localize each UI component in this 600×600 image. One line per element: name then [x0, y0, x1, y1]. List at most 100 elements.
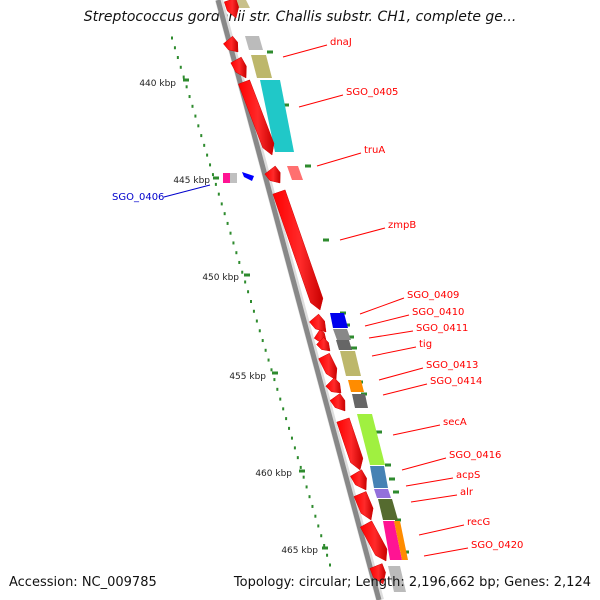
ruler-tick-label: 450 kbp	[202, 273, 239, 283]
cog-box-15	[378, 499, 398, 520]
gene-label-dnaj[interactable]: dnaJ	[330, 37, 352, 48]
ruler-dot	[217, 192, 220, 196]
gene-arrows[interactable]	[223, 0, 388, 585]
ruler-dot	[206, 153, 209, 157]
gene-label-acps[interactable]: acpS	[456, 470, 480, 481]
ruler-dot	[282, 407, 285, 411]
gene-leader-line	[423, 547, 469, 557]
ruler-dot	[267, 358, 270, 362]
ruler-dot	[223, 212, 226, 216]
ruler-dot	[276, 387, 279, 391]
ruler-dot	[258, 329, 261, 333]
ruler-dot	[293, 446, 296, 450]
cog-box-8	[336, 340, 352, 350]
ruler-dot	[317, 524, 320, 528]
ruler-dot	[171, 36, 173, 40]
ruler-dot	[320, 534, 323, 538]
gene-arrow[interactable]	[223, 35, 239, 53]
gene-leader-line	[316, 152, 362, 167]
ruler-dot	[238, 260, 241, 264]
gene-arrow[interactable]	[353, 491, 374, 521]
gene-label-sgo-0405[interactable]: SGO_0405	[346, 87, 398, 98]
gene-arrow[interactable]	[309, 313, 327, 333]
gene-arrow[interactable]	[359, 520, 388, 562]
ruler-dot	[226, 221, 229, 225]
cog-box-6	[330, 313, 348, 328]
cog-box-12	[357, 414, 385, 465]
gene-leader-line	[371, 346, 417, 357]
ruler-dot	[211, 173, 214, 177]
gene-label-seca[interactable]: secA	[443, 417, 467, 428]
ruler-dot	[182, 75, 185, 79]
gene-label-sgo-0411[interactable]: SGO_0411	[416, 323, 468, 334]
gene-label-sgo-0414[interactable]: SGO_0414	[430, 376, 482, 387]
genome-summary-text: Topology: circular; Length: 2,196,662 bp…	[233, 575, 591, 590]
gene-arrow[interactable]	[223, 0, 239, 19]
cog-box-13	[370, 466, 388, 488]
cog-box-5	[287, 166, 303, 180]
gene-label-sgo-0420[interactable]: SGO_0420	[471, 540, 523, 551]
gene-label-sgo-0413[interactable]: SGO_0413	[426, 360, 478, 371]
gene-label-trua[interactable]: truA	[364, 145, 385, 156]
ruler-dot	[179, 65, 182, 69]
ruler-dot	[244, 280, 247, 284]
gene-arrow[interactable]	[272, 189, 324, 311]
cog-box-4	[260, 80, 294, 152]
gene-arrow[interactable]	[325, 377, 342, 394]
gene-label-alr[interactable]: alr	[460, 487, 474, 498]
gene-leader-line	[368, 330, 414, 339]
gene-label-sgo-0416[interactable]: SGO_0416	[449, 450, 501, 461]
cog-box-18	[388, 566, 406, 592]
gene-leader-line	[339, 227, 386, 241]
gene-label-sgo-0406[interactable]: SGO_0406	[112, 192, 164, 203]
gene-label-sgo-0410[interactable]: SGO_0410	[412, 307, 464, 318]
ruler-dot	[296, 456, 299, 460]
gene-arrow[interactable]	[369, 563, 386, 585]
ruler-dot	[270, 368, 273, 372]
gene-leader-line	[163, 184, 211, 198]
ruler-dot	[232, 241, 235, 245]
gene-leader-line	[378, 367, 424, 381]
ruler-tick-label: 455 kbp	[229, 372, 266, 382]
gene-label-sgo-0409[interactable]: SGO_0409	[407, 290, 459, 301]
accession-text: Accession: NC_009785	[9, 575, 157, 590]
ruler-tick-label: 440 kbp	[139, 79, 176, 89]
gene-arrow[interactable]	[329, 393, 346, 412]
gene-arrow[interactable]	[264, 165, 281, 184]
ruler-dot	[250, 300, 252, 303]
gene-arrow[interactable]	[238, 79, 275, 156]
gene-arrow-minus[interactable]	[242, 172, 254, 181]
ruler-dot	[176, 56, 179, 60]
gene-leader-line	[418, 524, 465, 536]
ruler-dot	[255, 319, 258, 323]
ruler-dot	[220, 202, 223, 206]
ruler-dot	[314, 514, 317, 518]
gene-label-zmpb[interactable]: zmpB	[388, 220, 416, 231]
ruler-dot	[290, 436, 293, 440]
ruler-dot	[299, 465, 302, 469]
gene-arrow[interactable]	[336, 417, 364, 471]
ruler-tick-label: 445 kbp	[173, 176, 210, 186]
gene-leader-line	[392, 424, 441, 436]
gene-arrow[interactable]	[350, 469, 367, 491]
ruler-dot	[302, 475, 305, 479]
ruler-dot	[273, 378, 276, 382]
ruler-dot	[241, 270, 244, 274]
ruler-dot	[285, 417, 288, 421]
ruler-dot	[229, 231, 232, 235]
cog-box-3	[251, 55, 272, 78]
ruler-dot	[252, 309, 255, 313]
gene-arrow[interactable]	[318, 352, 338, 381]
ruler-dot	[197, 124, 200, 128]
gene-labels[interactable]: dnaJ SGO_0405 truA zmpB SGO_0406 SGO_0409 SGO_…	[112, 37, 523, 557]
ruler-dot	[261, 339, 264, 343]
gene-label-tig[interactable]: tig	[419, 339, 432, 350]
gene-label-recg[interactable]: recG	[467, 517, 490, 528]
ruler-dot	[264, 348, 267, 352]
cog-box-9	[340, 351, 361, 376]
gene-leader-line	[359, 297, 405, 315]
gene-leader-line	[401, 457, 447, 471]
gene-arrow[interactable]	[316, 337, 331, 352]
gene-arrow[interactable]	[230, 56, 247, 79]
